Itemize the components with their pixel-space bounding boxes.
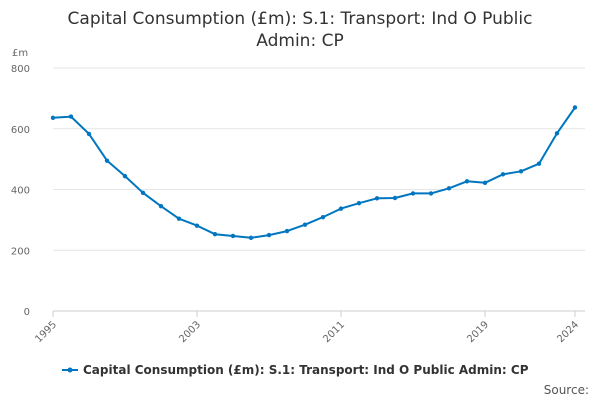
source-label: Source: xyxy=(544,383,589,397)
y-tick-label: 400 xyxy=(11,186,30,197)
data-point[interactable] xyxy=(518,169,524,174)
y-axis-unit: £m xyxy=(12,48,28,59)
y-tick-label: 0 xyxy=(24,307,30,318)
data-point[interactable] xyxy=(554,131,560,136)
legend-label[interactable]: Capital Consumption (£m): S.1: Transport… xyxy=(83,363,529,377)
grid xyxy=(53,67,585,312)
x-tick-label: 2011 xyxy=(321,319,347,345)
chart-title-line: Capital Consumption (£m): S.1: Transport… xyxy=(68,9,533,29)
data-point[interactable] xyxy=(572,105,578,110)
y-tick-label: 200 xyxy=(11,246,30,257)
data-point[interactable] xyxy=(122,173,128,179)
x-axis: 1995 2003 2011 2019 2024 xyxy=(33,311,581,345)
data-point[interactable] xyxy=(284,228,290,234)
data-point[interactable] xyxy=(374,196,380,201)
series-line xyxy=(52,106,576,239)
data-point[interactable] xyxy=(428,191,434,196)
data-point[interactable] xyxy=(68,114,74,119)
y-tick-label: 800 xyxy=(11,64,30,75)
data-point[interactable] xyxy=(104,158,110,163)
x-tick-label: 2019 xyxy=(465,319,491,345)
data-point[interactable] xyxy=(140,190,146,196)
x-tick-label: 2003 xyxy=(177,319,203,345)
data-point[interactable] xyxy=(320,214,326,220)
data-point[interactable] xyxy=(392,195,398,201)
data-point[interactable] xyxy=(464,179,470,184)
chart-title-line: Admin: CP xyxy=(256,31,343,51)
data-point[interactable] xyxy=(50,115,56,121)
data-point[interactable] xyxy=(536,161,542,166)
y-tick-label: 600 xyxy=(11,125,30,136)
data-point[interactable] xyxy=(410,191,416,196)
data-point[interactable] xyxy=(86,131,92,137)
data-point[interactable] xyxy=(338,206,344,211)
legend[interactable]: Capital Consumption (£m): S.1: Transport… xyxy=(62,363,529,377)
data-point[interactable] xyxy=(248,235,254,240)
data-point[interactable] xyxy=(482,180,488,186)
data-point[interactable] xyxy=(158,204,164,209)
data-point[interactable] xyxy=(500,172,506,177)
y-axis: 0 200 400 600 800 xyxy=(11,64,30,318)
data-point[interactable] xyxy=(194,223,200,228)
data-point[interactable] xyxy=(176,216,182,221)
data-point[interactable] xyxy=(302,222,308,227)
x-tick-label: 2024 xyxy=(555,319,581,345)
x-tick-label: 1995 xyxy=(33,319,59,345)
plot-area xyxy=(50,105,578,240)
data-point[interactable] xyxy=(356,200,362,206)
data-point[interactable] xyxy=(266,232,272,238)
data-point[interactable] xyxy=(230,233,236,239)
legend-marker-icon xyxy=(67,367,73,373)
chart-title: Capital Consumption (£m): S.1: Transport… xyxy=(68,9,533,51)
data-point[interactable] xyxy=(212,231,218,237)
data-point[interactable] xyxy=(446,186,452,191)
